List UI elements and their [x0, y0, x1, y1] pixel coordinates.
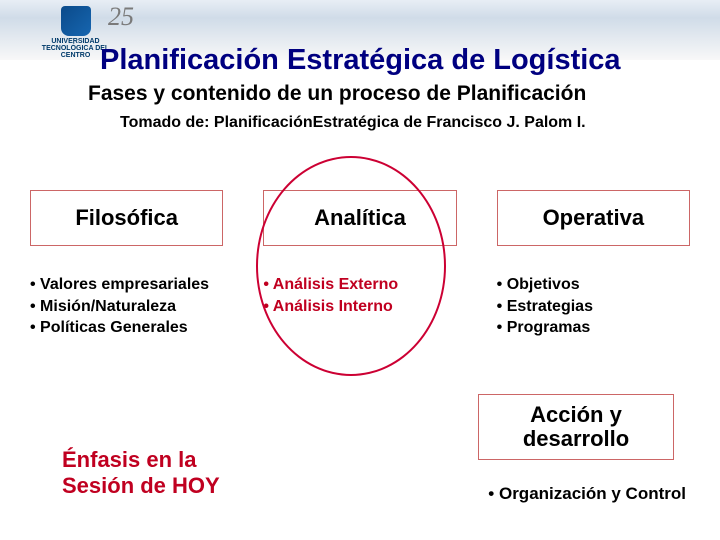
bullets-operativa: • Objetivos • Estrategias • Programas	[497, 274, 690, 339]
bullet-item: • Políticas Generales	[30, 317, 223, 339]
bullet-item: • Misión/Naturaleza	[30, 296, 223, 318]
bullets-analitica: • Análisis Externo • Análisis Interno	[263, 274, 456, 317]
bullet-item: • Análisis Interno	[263, 296, 456, 318]
box-analitica: Analítica	[263, 190, 456, 246]
column-filosofica: Filosófica • Valores empresariales • Mis…	[30, 190, 223, 339]
box-accion: Acción y desarrollo	[478, 394, 674, 460]
bullet-item: • Estrategias	[497, 296, 690, 318]
bullets-filosofica: • Valores empresariales • Misión/Natural…	[30, 274, 223, 339]
anniversary-badge: 25	[108, 2, 134, 32]
bullet-item: • Valores empresariales	[30, 274, 223, 296]
bullet-item: • Análisis Externo	[263, 274, 456, 296]
citation-text: Tomado de: PlanificaciónEstratégica de F…	[120, 114, 700, 132]
box-filosofica: Filosófica	[30, 190, 223, 246]
shield-icon	[61, 6, 91, 36]
page-title: Planificación Estratégica de Logística	[100, 44, 700, 77]
phases-row: Filosófica • Valores empresariales • Mis…	[30, 190, 690, 339]
column-analitica: Analítica • Análisis Externo • Análisis …	[263, 190, 456, 339]
bullet-item: • Objetivos	[497, 274, 690, 296]
page-subtitle: Fases y contenido de un proceso de Plani…	[88, 82, 700, 106]
box-operativa: Operativa	[497, 190, 690, 246]
org-control-text: • Organización y Control	[488, 484, 686, 504]
column-operativa: Operativa • Objetivos • Estrategias • Pr…	[497, 190, 690, 339]
emphasis-text: Énfasis en la Sesión de HOY	[62, 447, 220, 498]
bullet-item: • Programas	[497, 317, 690, 339]
